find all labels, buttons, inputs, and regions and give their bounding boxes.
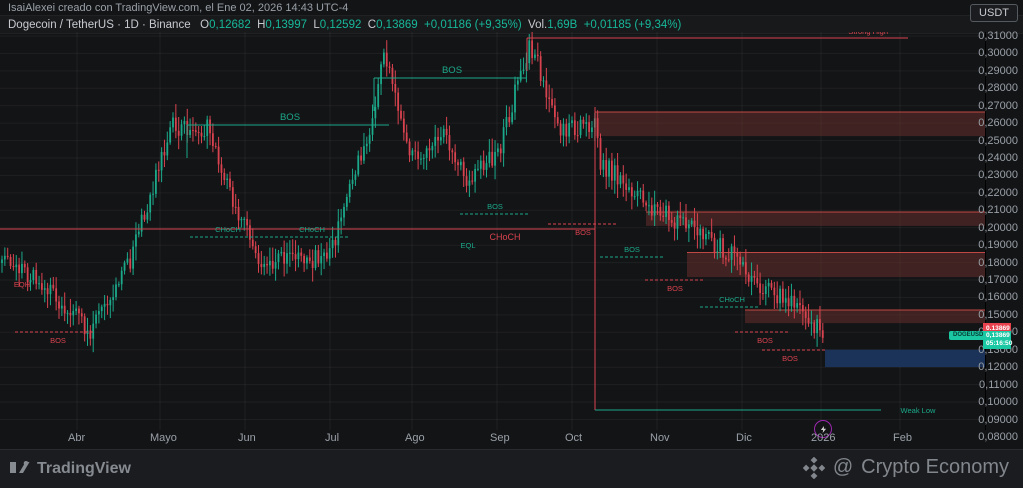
svg-text:CHoCH: CHoCH [215,225,241,234]
svg-text:Strong High: Strong High [848,32,888,36]
svg-text:EQL: EQL [460,241,475,250]
svg-text:BOS: BOS [575,228,591,237]
svg-text:CHoCH: CHoCH [719,295,745,304]
svg-text:BOS: BOS [487,202,503,211]
svg-text:CHoCH: CHoCH [489,232,520,242]
svg-text:EQH: EQH [14,280,30,289]
svg-text:BOS: BOS [442,65,462,76]
svg-text:BOS: BOS [50,336,66,345]
svg-text:BOS: BOS [667,284,683,293]
svg-text:BOS: BOS [782,354,798,363]
svg-text:Weak Low: Weak Low [901,406,936,415]
svg-text:BOS: BOS [757,336,773,345]
svg-text:BOS: BOS [280,112,300,123]
svg-text:CHoCH: CHoCH [299,225,325,234]
svg-text:BOS: BOS [624,245,640,254]
